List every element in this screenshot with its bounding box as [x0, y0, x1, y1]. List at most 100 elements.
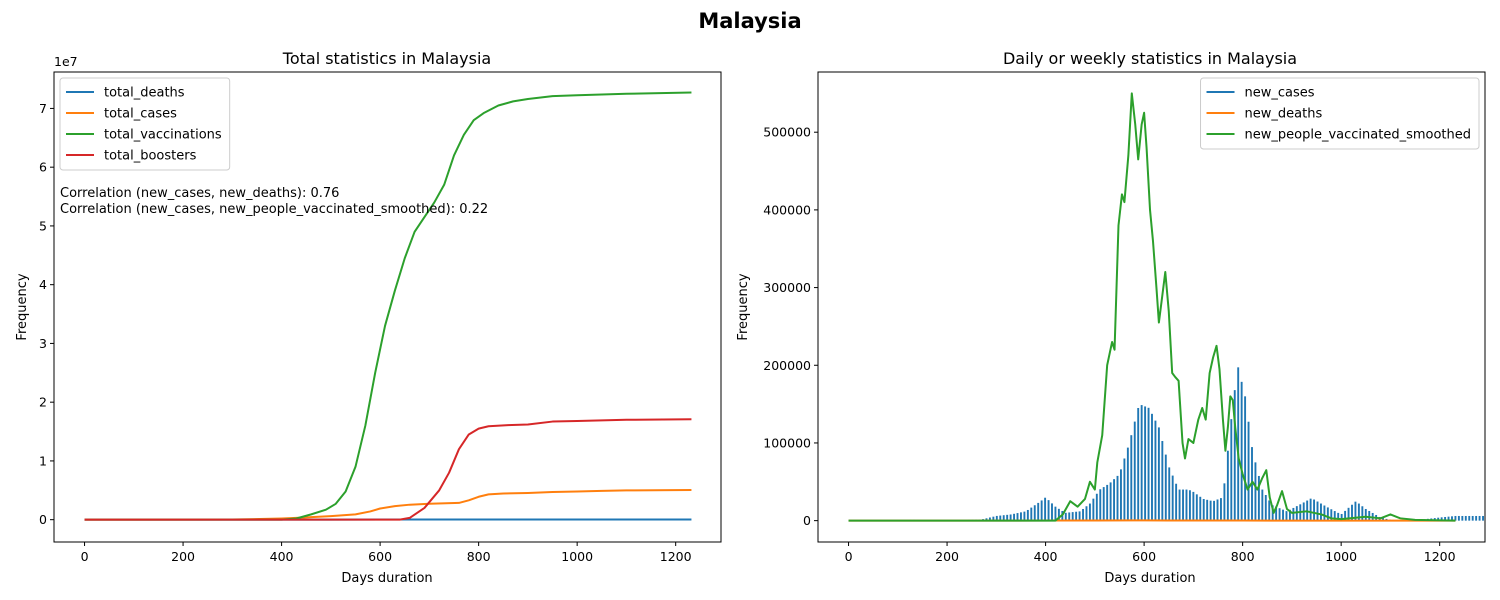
bar-new_cases	[1095, 493, 1098, 521]
bar-new_cases	[1133, 421, 1136, 521]
bar-new_cases	[1147, 407, 1150, 521]
right-y-tick-label: 500000	[763, 125, 811, 140]
bar-new_cases	[1020, 512, 1022, 521]
bar-new_cases	[1082, 508, 1084, 521]
bar-new_cases	[1323, 505, 1326, 521]
bar-new_cases	[1247, 421, 1250, 521]
bar-new_cases	[1161, 441, 1164, 521]
bar-new_cases	[1202, 499, 1205, 521]
left-y-offset-label: 1e7	[54, 54, 78, 69]
bar-new_cases	[1199, 496, 1202, 521]
bar-new_cases	[1468, 515, 1471, 521]
bar-new_cases	[985, 518, 988, 521]
bar-new_cases	[1240, 381, 1243, 521]
bar-new_cases	[1192, 491, 1195, 521]
bar-new_cases	[1309, 498, 1312, 521]
right-legend: new_cases new_deaths new_people_vaccinated…	[1200, 77, 1480, 150]
bar-new_cases	[1144, 406, 1147, 521]
bar-new_cases	[1023, 511, 1026, 521]
right-x-tick-label: 400	[1034, 549, 1058, 564]
right-x-tick-label: 1000	[1325, 549, 1357, 564]
legend-label-new_cases: new_cases	[1245, 86, 1315, 101]
right-axes-frame	[817, 71, 1486, 543]
right-series-layer	[848, 92, 1484, 522]
bar-new_cases	[1071, 512, 1074, 521]
left-series-layer	[84, 91, 692, 521]
right-y-tick-label: 200000	[763, 358, 811, 373]
bar-new_cases	[1051, 503, 1053, 521]
bar-new_cases	[1016, 513, 1019, 521]
bar-new_cases	[1285, 511, 1288, 521]
bar-new_cases	[1326, 507, 1329, 521]
bar-new_cases	[1151, 413, 1153, 521]
right-bars-new_cases	[888, 367, 1484, 522]
right-plot-area: 0 200 400 600 800 1000 1200 0 100000 200000 300000…	[763, 71, 1486, 564]
bar-new_cases	[1475, 515, 1478, 521]
bar-new_cases	[1195, 494, 1198, 521]
bar-new_cases	[1175, 483, 1178, 521]
bar-new_cases	[1361, 506, 1364, 521]
bar-new_cases	[1364, 508, 1367, 521]
left-chart: Total statistics in Malaysia 0 200 400 600 8…	[15, 49, 722, 586]
bar-new_cases	[1109, 482, 1112, 521]
left-y-tick-label: 0	[39, 512, 47, 527]
legend-label-total_deaths: total_deaths	[104, 86, 185, 101]
bar-new_cases	[995, 515, 998, 521]
bar-new_cases	[1261, 489, 1264, 521]
line-new_people_vaccinated_smoothed	[848, 92, 1456, 522]
bar-new_cases	[1457, 515, 1460, 521]
bar-new_cases	[1006, 514, 1009, 521]
bar-new_cases	[1120, 469, 1122, 521]
left-y-tick-label: 1	[39, 453, 47, 468]
left-plot-area: 0 200 400 600 800 1000 1200 0 1 2 3 4 5 6 7 total_death…	[39, 71, 722, 564]
bar-new_cases	[1002, 515, 1005, 521]
bar-new_cases	[1230, 419, 1233, 521]
bar-new_cases	[1033, 505, 1036, 521]
bar-new_cases	[1102, 487, 1105, 521]
bar-new_cases	[1157, 427, 1160, 521]
bar-new_cases	[1209, 500, 1212, 521]
bar-new_cases	[1092, 498, 1095, 521]
bar-new_cases	[1113, 479, 1116, 521]
bar-new_cases	[1257, 475, 1260, 521]
right-y-tick-label: 300000	[763, 280, 811, 295]
bar-new_cases	[1244, 396, 1247, 521]
left-x-tick-label: 400	[270, 549, 294, 564]
bar-new_cases	[1220, 498, 1222, 521]
right-x-tick-label: 0	[845, 549, 853, 564]
bar-new_cases	[992, 516, 995, 521]
right-x-tick-label: 600	[1132, 549, 1156, 564]
bar-new_cases	[1130, 435, 1133, 521]
bar-new_cases	[1064, 512, 1067, 521]
bar-new_cases	[1213, 500, 1216, 521]
bar-new_cases	[1026, 509, 1029, 521]
bar-new_cases	[1075, 511, 1078, 521]
left-x-tick-label: 200	[171, 549, 195, 564]
bar-new_cases	[1464, 515, 1467, 521]
bar-new_cases	[1368, 510, 1371, 521]
bar-new_cases	[1482, 515, 1484, 521]
bar-new_cases	[1454, 515, 1457, 521]
bar-new_cases	[1237, 367, 1240, 521]
bar-new_cases	[1461, 515, 1464, 521]
line-total_boosters	[84, 418, 692, 521]
right-x-tick-label: 1200	[1424, 549, 1456, 564]
bar-new_cases	[1447, 516, 1450, 521]
right-y-axis-label: Frequency	[736, 273, 751, 340]
bar-new_cases	[1078, 511, 1081, 521]
right-legend-box	[1200, 77, 1480, 150]
bar-new_cases	[1164, 454, 1167, 521]
bar-new_cases	[1088, 503, 1091, 521]
bar-new_cases	[1444, 516, 1447, 521]
bar-new_cases	[1126, 447, 1129, 521]
correlation-deaths-annotation: Correlation (new_cases, new_deaths): 0.7…	[60, 186, 339, 201]
bar-new_cases	[988, 517, 991, 521]
left-y-tick-label: 2	[39, 395, 47, 410]
bar-new_cases	[1030, 507, 1033, 521]
bar-new_cases	[1099, 489, 1102, 521]
legend-label-total_cases: total_cases	[104, 107, 177, 122]
bar-new_cases	[1009, 514, 1012, 521]
bar-new_cases	[1185, 489, 1188, 521]
bar-new_cases	[1440, 517, 1443, 521]
